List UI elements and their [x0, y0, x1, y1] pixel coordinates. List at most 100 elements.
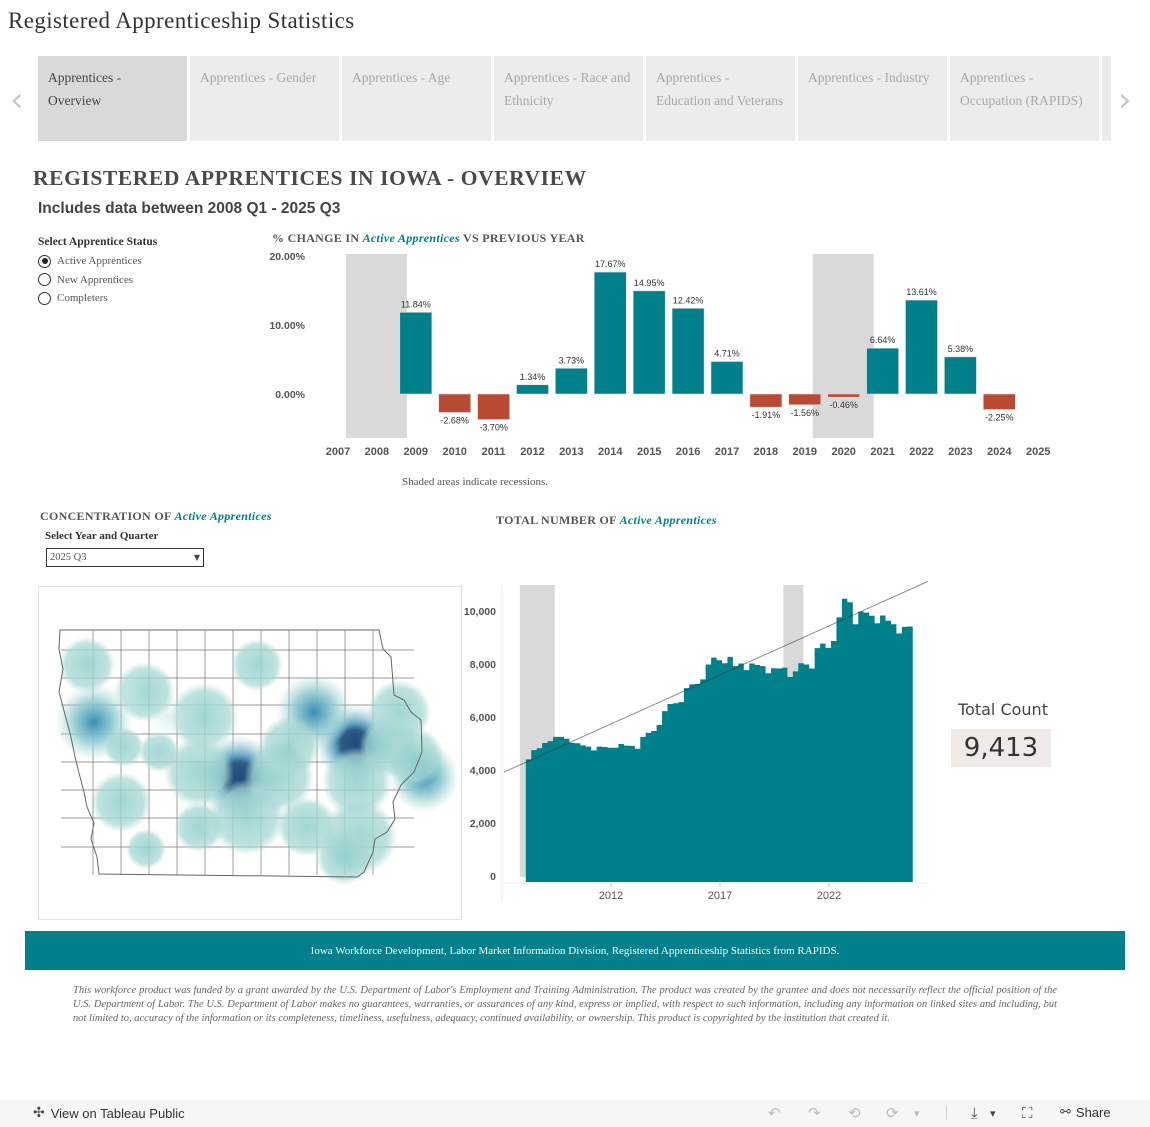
bar-2021 — [866, 347, 899, 395]
concentration-blob — [164, 737, 234, 807]
total-count-value: 9,413 — [951, 729, 1051, 767]
radio-label: Completers — [57, 292, 108, 305]
y-tick-label: 0 — [490, 871, 496, 883]
download-icon[interactable]: ⤓ — [971, 1104, 978, 1122]
x-tick-label: 2013 — [559, 446, 583, 458]
app-title: Registered Apprenticeship Statistics — [8, 8, 355, 33]
total-active-apprentices-area-chart: 0 2,000 4,000 6,000 8,000 10,000 2012 2017 2022 — [464, 580, 929, 902]
data-label: 1.34% — [520, 372, 546, 382]
concentration-blob — [259, 717, 319, 777]
undo-icon[interactable]: ↶ — [768, 1104, 781, 1122]
bar-2014 — [593, 271, 627, 395]
year-quarter-select[interactable]: 2025 Q3 ▼ — [46, 548, 204, 567]
data-label: -2.68% — [440, 415, 469, 425]
area-series — [525, 598, 913, 882]
fullscreen-icon[interactable]: ⛶ — [1022, 1104, 1033, 1122]
data-label: 12.42% — [673, 295, 704, 305]
view-on-tableau-link[interactable]: ✣ View on Tableau Public — [33, 1105, 185, 1121]
refresh-icon[interactable]: ⟳ — [886, 1104, 899, 1122]
radio-completers[interactable]: Completers — [38, 289, 157, 308]
concentration-blob — [91, 772, 151, 832]
tab-bar: Apprentices - Overview Apprentices - Gen… — [38, 56, 1111, 141]
recession-shade — [345, 254, 407, 438]
x-tick-label: 2010 — [442, 446, 466, 458]
page-title: REGISTERED APPRENTICES IN IOWA - OVERVIE… — [33, 166, 587, 190]
disclaimer-text: This workforce product was funded by a g… — [73, 985, 1057, 1025]
tab-education-veterans[interactable]: Apprentices - Education and Veterans — [646, 56, 795, 141]
tab-industry[interactable]: Apprentices - Industry — [798, 56, 947, 141]
data-label: -0.46% — [829, 400, 858, 410]
recession-shade — [812, 254, 874, 438]
concentration-blob — [104, 727, 144, 767]
y-tick-label: 4,000 — [470, 765, 496, 777]
pct-change-chart-title: % CHANGE IN Active Apprentices VS PREVIO… — [272, 231, 585, 246]
x-tick-label: 2016 — [676, 446, 700, 458]
title-suffix: VS PREVIOUS YEAR — [463, 231, 585, 245]
data-label: 14.95% — [634, 278, 665, 288]
redo-icon[interactable]: ↷ — [808, 1104, 821, 1122]
tab-age[interactable]: Apprentices - Age — [342, 56, 491, 141]
data-label: 11.84% — [401, 299, 431, 309]
radio-unselected-icon[interactable] — [38, 273, 51, 287]
bar-2016 — [671, 308, 705, 395]
x-tick-label: 2020 — [831, 446, 855, 458]
concentration-blob — [139, 732, 179, 772]
radio-unselected-icon[interactable] — [38, 291, 51, 305]
year-quarter-label: Select Year and Quarter — [45, 530, 159, 542]
total-number-title: TOTAL NUMBER OF Active Apprentices — [496, 513, 717, 528]
refresh-dropdown-icon[interactable]: ▾ — [914, 1107, 920, 1120]
x-tick-label: 2022 — [817, 890, 841, 902]
tab-race-ethnicity[interactable]: Apprentices - Race and Ethnicity — [494, 56, 643, 141]
data-label: 3.73% — [559, 355, 585, 365]
title-prefix: CONCENTRATION OF — [40, 509, 172, 523]
concentration-blob — [111, 674, 147, 710]
tab-more[interactable] — [1102, 56, 1111, 141]
data-label: -1.91% — [752, 410, 781, 420]
total-count-label: Total Count — [958, 700, 1048, 719]
concentration-blob — [126, 829, 166, 869]
share-label: Share — [1075, 1105, 1111, 1120]
bar-2019 — [788, 393, 822, 406]
chevron-right-icon[interactable]: › — [1118, 80, 1132, 120]
radio-new-apprentices[interactable]: New Apprentices — [38, 271, 157, 290]
download-dropdown-icon[interactable]: ▾ — [990, 1107, 996, 1120]
iowa-state-outline — [58, 629, 423, 878]
status-filter-label: Select Apprentice Status — [38, 236, 158, 248]
radio-label: Active Apprentices — [57, 255, 142, 268]
x-tick-label: 2007 — [326, 446, 350, 458]
radio-selected-icon[interactable] — [38, 254, 51, 268]
iowa-concentration-map[interactable] — [38, 586, 462, 920]
tab-occupation[interactable]: Apprentices - Occupation (RAPIDS) — [950, 56, 1099, 141]
x-tick-label: 2017 — [715, 446, 739, 458]
x-tick-label: 2022 — [909, 446, 933, 458]
pct-change-bar-chart: 20.00% 10.00% 0.00% 2007 2008 11.84% 2009 -2.68… — [269, 251, 1050, 458]
x-tick-label: 2009 — [404, 446, 428, 458]
y-tick-label: 10,000 — [464, 606, 496, 618]
title-measure: Active Apprentices — [619, 513, 717, 527]
y-tick-label: 10.00% — [269, 320, 305, 332]
date-range-subtitle: Includes data between 2008 Q1 - 2025 Q3 — [38, 200, 341, 217]
concentration-blob — [59, 637, 115, 693]
tab-overview[interactable]: Apprentices - Overview — [38, 56, 187, 141]
bar-2010 — [438, 393, 471, 413]
tableau-logo-icon: ✣ — [33, 1105, 45, 1121]
tab-gender[interactable]: Apprentices - Gender — [190, 56, 339, 141]
share-button[interactable]: ⚯ Share — [1060, 1105, 1111, 1120]
revert-icon[interactable]: ⟲ — [848, 1104, 861, 1122]
x-tick-label: 2011 — [482, 446, 506, 458]
bar-2023 — [944, 356, 977, 395]
x-tick-label: 2015 — [637, 446, 661, 458]
radio-active-apprentices[interactable]: Active Apprentices — [38, 252, 157, 271]
bar-2013 — [555, 367, 588, 395]
bar-2018 — [749, 393, 783, 408]
concentration-blobs — [56, 637, 459, 885]
data-label: 17.67% — [595, 259, 626, 269]
x-tick-label: 2023 — [948, 446, 972, 458]
bar-2011 — [477, 393, 510, 420]
concentration-blob — [174, 802, 224, 852]
status-filter: Select Apprentice Status Active Apprenti… — [38, 236, 157, 308]
tableau-toolbar: ✣ View on Tableau Public ↶ ↷ ⟲ ⟳ ▾ ⤓ ▾ ⛶… — [0, 1100, 1150, 1127]
chevron-down-icon: ▼ — [193, 553, 200, 562]
trend-line — [503, 580, 929, 773]
chevron-left-icon[interactable]: ‹ — [10, 80, 24, 120]
